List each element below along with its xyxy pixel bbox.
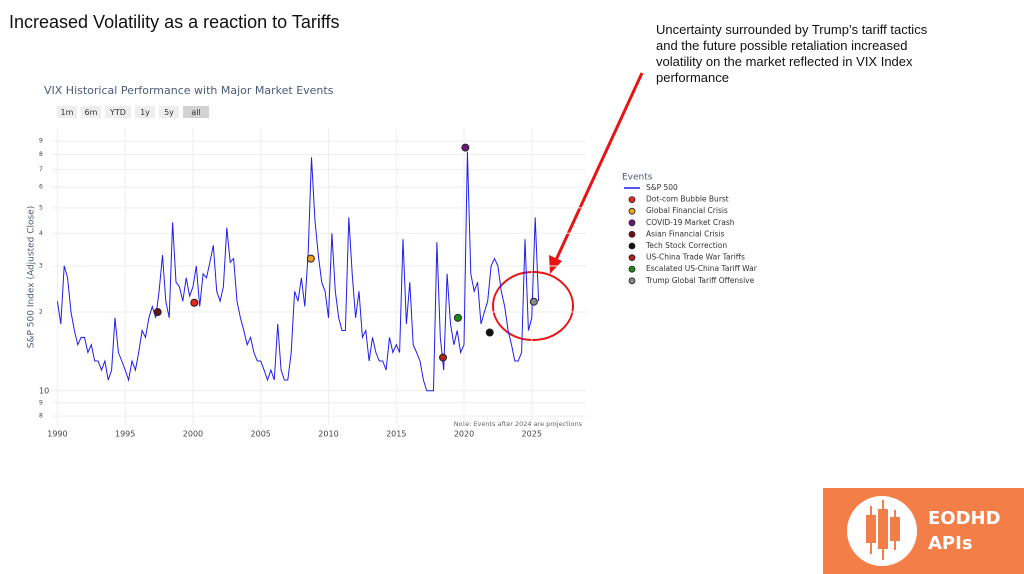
legend-label: S&P 500 [646, 183, 678, 192]
event-marker [306, 254, 315, 263]
legend-label: Tech Stock Correction [645, 241, 727, 250]
x-tick-label: 2000 [183, 430, 203, 439]
legend-swatch [628, 254, 636, 262]
logo-text: APIs [928, 533, 973, 554]
legend-label: Global Financial Crisis [646, 206, 728, 215]
legend-swatch [628, 219, 636, 227]
x-tick-label: 2020 [454, 430, 474, 439]
x-tick-label: 2015 [386, 430, 406, 439]
x-tick-label: 1995 [115, 430, 135, 439]
event-marker [453, 313, 462, 322]
logo[interactable]: EODHD APIs [823, 488, 1024, 574]
legend-label: Trump Global Tariff Offensive [645, 276, 755, 285]
range-button-label[interactable]: YTD [109, 108, 126, 117]
y-tick-label: 4 [39, 230, 43, 237]
event-marker [190, 298, 199, 307]
legend: S&P 500 Dot-com Bubble Burst Global Financ… [624, 183, 758, 285]
y-tick-label: 9 [39, 399, 43, 406]
y-tick-label: 8 [39, 413, 43, 420]
x-tick-label: 2005 [251, 430, 271, 439]
legend-label: Escalated US-China Tariff War [646, 264, 758, 273]
y-axis-label: S&P 500 Index (Adjusted Close) [27, 206, 37, 348]
annotation: Uncertainty surrounded by Trump’s tariff… [656, 22, 927, 86]
annotation-line: volatility on the market reflected in VI… [656, 54, 913, 69]
logo-text: EODHD [928, 508, 1001, 529]
data-line [56, 151, 540, 392]
x-tick-label: 2025 [522, 430, 542, 439]
y-tick-label: 8 [39, 151, 43, 158]
range-button[interactable] [57, 106, 77, 118]
range-button[interactable] [159, 106, 179, 118]
logo-graphic: EODHD APIs [847, 496, 1001, 566]
legend-label: US-China Trade War Tariffs [646, 253, 745, 262]
y-tick-label: 7 [39, 166, 43, 173]
range-button-label[interactable]: 1y [140, 108, 150, 117]
event-marker [461, 143, 470, 152]
range-button-label[interactable]: 6m [85, 108, 98, 117]
annotation-line: performance [656, 70, 729, 85]
chart-title: VIX Historical Performance with Major Ma… [44, 84, 334, 97]
y-tick-label: 2 [39, 309, 43, 316]
x-tick-label: 2010 [318, 430, 338, 439]
annotation-line: and the future possible retaliation incr… [656, 38, 908, 53]
legend-swatch [628, 230, 636, 238]
arrow-head [549, 255, 562, 274]
range-button-label[interactable]: 5y [164, 108, 174, 117]
arrow [554, 72, 644, 261]
y-tick-label: 10 [39, 386, 49, 395]
annotation-line: Uncertainty surrounded by Trump’s tariff… [656, 22, 928, 37]
y-tick-label: 5 [39, 204, 43, 211]
event-marker [439, 353, 448, 362]
legend-title: Events [622, 173, 653, 183]
legend-swatch [628, 207, 636, 215]
x-tick-label: 1990 [47, 430, 67, 439]
legend-swatch [628, 265, 636, 273]
range-button-label[interactable]: 1m [61, 108, 74, 117]
y-tick-label: 9 [39, 138, 43, 145]
event-marker [529, 297, 538, 306]
legend-label: Asian Financial Crisis [646, 229, 724, 238]
range-button[interactable] [135, 106, 155, 118]
legend-swatch [628, 196, 636, 204]
range-button-label[interactable]: all [191, 108, 200, 117]
legend-swatch [628, 277, 636, 285]
event-marker [153, 308, 162, 317]
legend-label: COVID-19 Market Crash [646, 218, 735, 227]
range-button[interactable] [183, 106, 209, 118]
chart-note: Note: Events after 2024 are projections [454, 420, 583, 428]
legend-label: Dot-com Bubble Burst [646, 195, 729, 204]
event-marker [485, 328, 494, 337]
logo-candles [866, 500, 900, 560]
slide-title: Increased Volatility as a reaction to Ta… [9, 12, 340, 32]
y-tick-label: 6 [39, 184, 43, 191]
legend-swatch [628, 242, 636, 250]
y-tick-label: 3 [39, 262, 43, 269]
range-button[interactable] [81, 106, 101, 118]
range-button[interactable] [105, 106, 131, 118]
